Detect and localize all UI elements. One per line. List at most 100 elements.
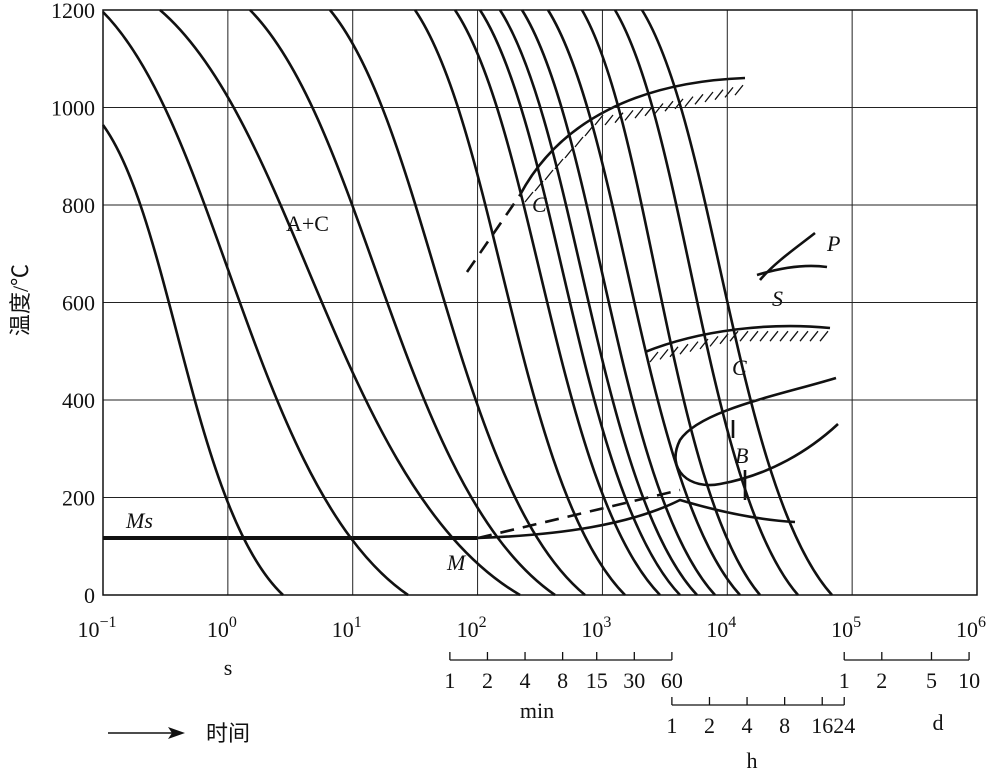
scale-tick-label: 5 bbox=[926, 668, 937, 693]
hatch-mark bbox=[719, 333, 729, 345]
x-tick-label: 104 bbox=[706, 614, 736, 642]
annotation: P bbox=[826, 231, 840, 256]
scale-tick-label: 4 bbox=[742, 713, 753, 738]
x-tick-exponent: 1 bbox=[354, 614, 362, 631]
y-tick-label: 0 bbox=[84, 583, 95, 608]
y-axis-label: 温度/℃ bbox=[8, 264, 33, 336]
cooling-curve bbox=[613, 9, 799, 596]
x-tick-label: 101 bbox=[332, 614, 362, 642]
scale-tick-label: 60 bbox=[661, 668, 683, 693]
hatch-mark bbox=[749, 330, 759, 342]
hatch-mark bbox=[689, 341, 699, 353]
cooling-curve bbox=[640, 9, 833, 596]
hatch-mark bbox=[714, 89, 724, 101]
x-tick-exponent: 5 bbox=[853, 614, 861, 631]
scale-tick-label: 24 bbox=[833, 713, 855, 738]
scale-tick-label: 4 bbox=[520, 668, 531, 693]
scale-tick-label: 15 bbox=[586, 668, 608, 693]
scale-unit: h bbox=[747, 748, 758, 771]
cooling-curve bbox=[328, 9, 586, 597]
hatch-mark bbox=[634, 107, 644, 119]
cooling-curve bbox=[520, 9, 716, 596]
hatch-mark bbox=[759, 330, 769, 342]
annotation: S bbox=[772, 286, 783, 311]
hatch-mark bbox=[694, 93, 704, 105]
x-tick-label: 105 bbox=[831, 614, 861, 642]
cooling-curve bbox=[580, 9, 761, 596]
hatch-mark bbox=[819, 330, 829, 342]
x-tick-exponent: 3 bbox=[603, 614, 611, 631]
hatch-mark bbox=[614, 112, 624, 124]
plot-frame bbox=[102, 9, 978, 596]
annotation: Ms bbox=[125, 508, 153, 533]
scale-tick-label: 1 bbox=[666, 713, 677, 738]
scale-tick-label: 10 bbox=[958, 668, 980, 693]
hatch-mark bbox=[669, 346, 679, 358]
x-axis-label: 时间 bbox=[206, 721, 250, 746]
hatch-mark bbox=[724, 86, 734, 98]
x-tick-exponent: 6 bbox=[978, 614, 986, 631]
x-tick-label: 10−1 bbox=[77, 614, 116, 642]
hatch-mark bbox=[664, 100, 674, 112]
scale-tick-label: 2 bbox=[482, 668, 493, 693]
hatch-mark bbox=[679, 343, 689, 355]
x-tick-label: 103 bbox=[581, 614, 611, 642]
hatch-mark bbox=[709, 335, 719, 347]
y-tick-label: 600 bbox=[62, 291, 95, 316]
hatch-mark bbox=[574, 136, 584, 148]
hatch-mark bbox=[809, 330, 819, 342]
x-tick-exponent: −1 bbox=[99, 614, 116, 631]
cooling-curve bbox=[546, 9, 741, 596]
x-tick-exponent: 2 bbox=[479, 614, 487, 631]
x-tick-exponent: 4 bbox=[728, 614, 736, 631]
x-tick-label: 102 bbox=[457, 614, 487, 642]
hatch-mark bbox=[799, 330, 809, 342]
scale-tick-label: 2 bbox=[704, 713, 715, 738]
scale-tick-label: 1 bbox=[839, 668, 850, 693]
annotation: B bbox=[735, 443, 748, 468]
hatch-mark bbox=[734, 84, 744, 96]
scale-tick-label: 30 bbox=[623, 668, 645, 693]
scale-unit: min bbox=[520, 698, 554, 723]
hatch-mark bbox=[564, 147, 574, 159]
y-tick-label: 200 bbox=[62, 486, 95, 511]
y-tick-label: 1200 bbox=[51, 0, 95, 23]
cooling-curve bbox=[478, 9, 681, 596]
y-tick-label: 800 bbox=[62, 193, 95, 218]
scale-tick-label: 1 bbox=[444, 668, 455, 693]
cooling-curve bbox=[249, 9, 556, 597]
annotation: M bbox=[446, 550, 467, 575]
hatching bbox=[524, 84, 829, 363]
hatch-mark bbox=[584, 125, 594, 137]
hatch-mark bbox=[544, 169, 554, 181]
scale-unit: s bbox=[224, 655, 233, 680]
cooling-curve bbox=[102, 11, 409, 597]
hatch-mark bbox=[654, 103, 664, 114]
y-tick-label: 1000 bbox=[51, 96, 95, 121]
hatch-mark bbox=[769, 330, 779, 342]
cooling-curve bbox=[413, 9, 626, 596]
hatch-mark bbox=[739, 330, 749, 342]
scale-tick-label: 8 bbox=[779, 713, 790, 738]
hatch-mark bbox=[659, 348, 669, 360]
hatch-mark bbox=[704, 91, 714, 103]
x-tick-label: 106 bbox=[956, 614, 986, 642]
hatch-mark bbox=[789, 330, 799, 342]
x-tick-exponent: 0 bbox=[229, 614, 237, 631]
scale-tick-label: 2 bbox=[876, 668, 887, 693]
hatch-mark bbox=[684, 96, 694, 108]
scale-tick-label: 8 bbox=[557, 668, 568, 693]
arrow-head bbox=[168, 727, 185, 739]
hatch-mark bbox=[649, 351, 659, 363]
cooling-curve bbox=[159, 9, 521, 597]
scale-tick-label: 16 bbox=[811, 713, 833, 738]
hatch-mark bbox=[604, 114, 614, 126]
y-tick-label: 400 bbox=[62, 388, 95, 413]
hatch-mark bbox=[779, 330, 789, 342]
hatch-mark bbox=[524, 191, 534, 203]
hatch-mark bbox=[594, 114, 604, 126]
cooling-curve bbox=[101, 124, 284, 596]
cooling-curve bbox=[453, 9, 661, 596]
scale-unit: d bbox=[933, 710, 944, 735]
cooling-curve bbox=[498, 9, 698, 596]
